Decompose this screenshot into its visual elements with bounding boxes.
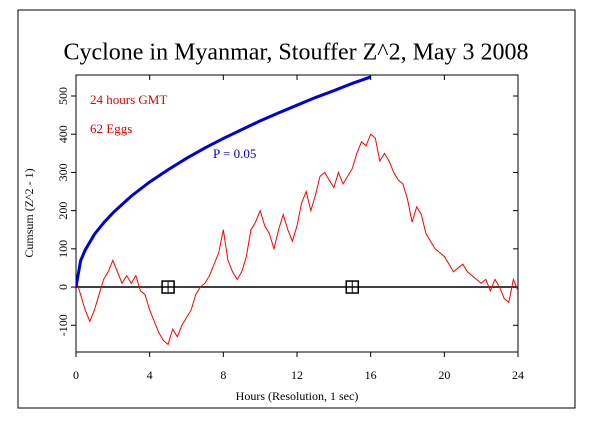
annotation: P = 0.05 xyxy=(213,146,256,161)
annotation: 24 hours GMT xyxy=(90,92,167,107)
plot-area xyxy=(75,74,519,353)
x-tick-label: 12 xyxy=(291,368,303,382)
y-tick-label: 200 xyxy=(56,202,70,220)
y-tick-label: 100 xyxy=(56,240,70,258)
y-tick-label: 0 xyxy=(56,284,70,290)
annotation: 62 Eggs xyxy=(90,121,132,136)
x-tick-label: 8 xyxy=(220,368,226,382)
series-line xyxy=(76,133,518,346)
frame xyxy=(17,9,576,409)
y-tick-label: 400 xyxy=(56,125,70,143)
x-axis-label: Hours (Resolution, 1 sec) xyxy=(236,389,359,403)
marker xyxy=(161,280,175,294)
x-tick-label: 20 xyxy=(438,368,450,382)
y-tick-label: 300 xyxy=(56,163,70,181)
x-tick-label: 4 xyxy=(147,368,153,382)
x-tick-label: 24 xyxy=(512,368,524,382)
chart-title: Cyclone in Myanmar, Stouffer Z^2, May 3 … xyxy=(63,40,528,66)
plot-clip xyxy=(76,75,518,346)
series-line xyxy=(76,75,372,288)
x-tick-label: 16 xyxy=(365,368,377,382)
x-tick-label: 0 xyxy=(73,368,79,382)
y-axis-label: Cumsum (Z^2 - 1) xyxy=(22,168,36,257)
marker xyxy=(345,280,359,294)
y-tick-label: -100 xyxy=(56,314,70,336)
y-tick-label: 500 xyxy=(56,87,70,105)
